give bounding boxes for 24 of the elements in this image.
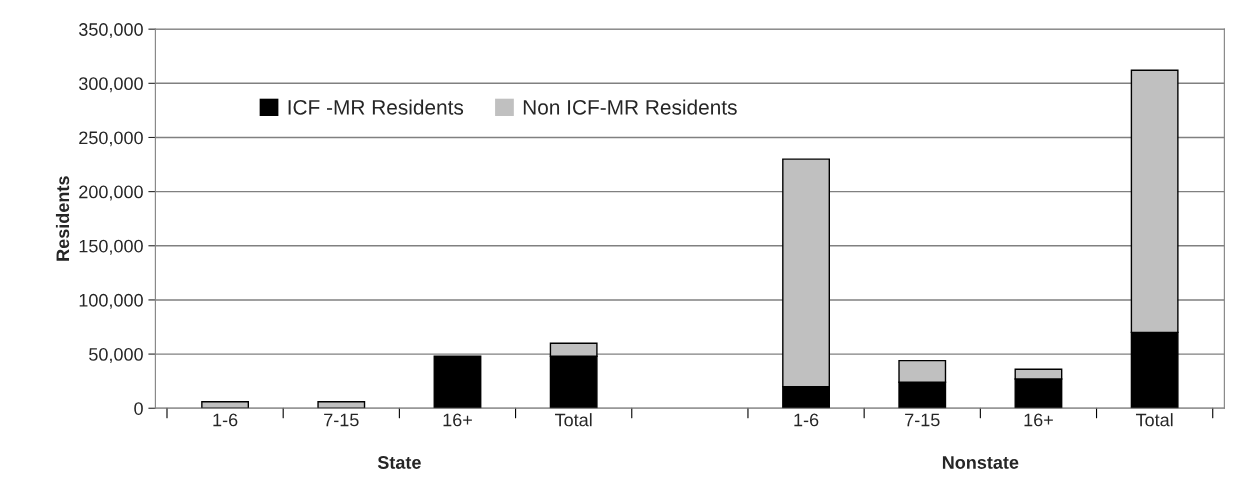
x-tick-label: 7-15 [905, 413, 940, 427]
bar [317, 401, 366, 409]
x-tick-label: 16+ [443, 413, 472, 427]
legend-label: ICF -MR Residents [288, 99, 464, 115]
y-tick-label: 250,000 [79, 131, 143, 147]
x-tick-label: Total [1135, 413, 1173, 427]
legend-label: Non ICF-MR Residents [523, 99, 737, 115]
y-tick-label: 0 [134, 402, 143, 415]
bar [201, 401, 250, 409]
x-tick-label: 1-6 [794, 413, 819, 427]
y-axis-title: Residents [55, 176, 70, 261]
x-tick-label: 1-6 [213, 413, 238, 427]
y-tick-label: 350,000 [79, 23, 143, 39]
text: Nonstate [942, 456, 1019, 469]
x-tick-label: 7-15 [324, 413, 359, 427]
y-tick-label: 50,000 [89, 348, 143, 363]
x-tick-label: Total [555, 413, 592, 427]
y-tick-label: 100,000 [79, 293, 143, 309]
y-tick-label: 300,000 [79, 77, 143, 93]
bar [433, 355, 482, 409]
y-tick-label: 150,000 [79, 239, 143, 255]
x-tick-label: 16+ [1024, 413, 1053, 427]
text: State [377, 456, 421, 469]
y-tick-label: 200,000 [79, 185, 143, 201]
